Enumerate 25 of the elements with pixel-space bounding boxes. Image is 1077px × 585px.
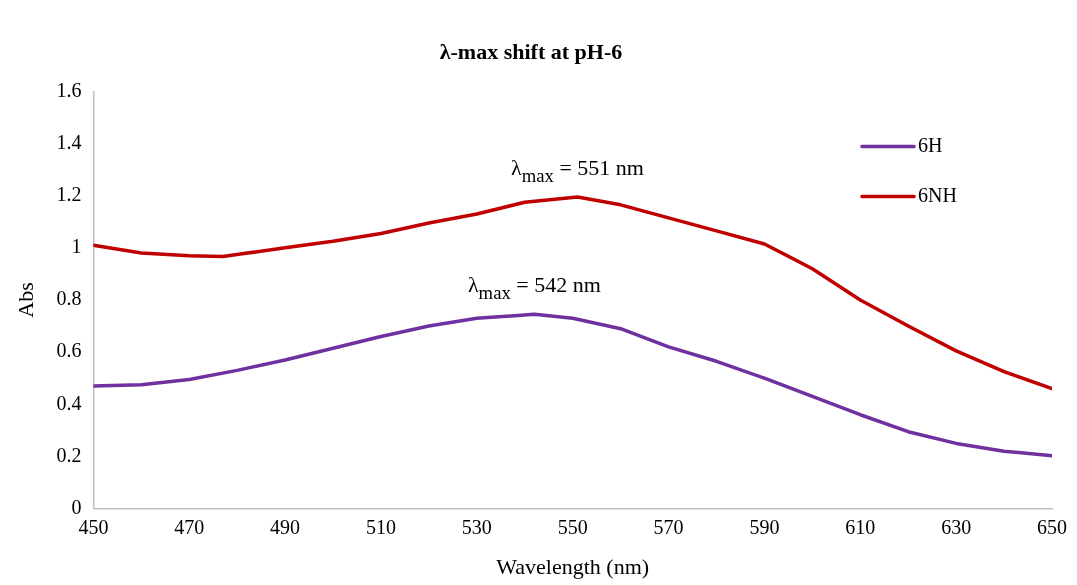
y-tick-label: 1.6 bbox=[56, 78, 82, 101]
y-tick-label: 0.2 bbox=[56, 443, 82, 466]
x-tick-label: 470 bbox=[174, 515, 205, 538]
x-tick-label: 570 bbox=[653, 515, 684, 538]
x-axis-title: Wavelength (nm) bbox=[496, 553, 650, 579]
y-tick-label: 0.6 bbox=[56, 339, 82, 362]
x-tick-label: 550 bbox=[557, 515, 588, 538]
y-tick-label: 1.4 bbox=[56, 130, 82, 153]
x-tick-label: 490 bbox=[270, 515, 301, 538]
x-tick-label: 450 bbox=[78, 515, 109, 538]
y-tick-label: 0.4 bbox=[56, 391, 82, 414]
x-tick-label: 590 bbox=[749, 515, 780, 538]
y-tick-label: 1 bbox=[71, 235, 82, 258]
legend-label: 6H bbox=[918, 133, 943, 156]
x-tick-label: 610 bbox=[845, 515, 876, 538]
y-tick-label: 1.2 bbox=[56, 182, 82, 205]
y-axis-title: Abs bbox=[12, 282, 38, 318]
x-tick-label: 510 bbox=[365, 515, 396, 538]
x-tick-label: 650 bbox=[1037, 515, 1067, 538]
x-tick-label: 630 bbox=[941, 515, 972, 538]
legend-label: 6NH bbox=[918, 183, 957, 206]
x-tick-label: 530 bbox=[461, 515, 492, 538]
y-tick-label: 0 bbox=[71, 495, 82, 518]
y-tick-label: 0.8 bbox=[56, 287, 82, 310]
chart-title: λ-max shift at pH-6 bbox=[439, 38, 623, 64]
